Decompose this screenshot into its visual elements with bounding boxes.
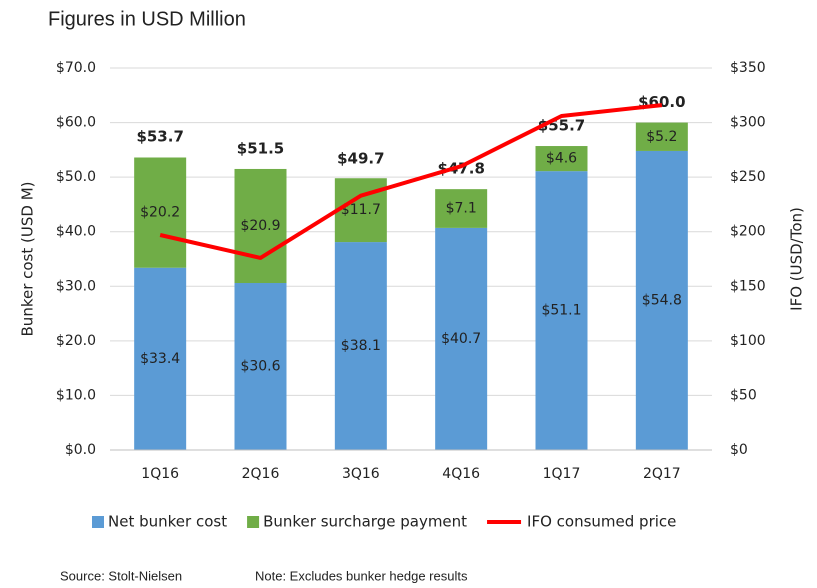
- data-label: $5.2: [646, 129, 677, 145]
- x-tick-label: 1Q17: [543, 466, 581, 482]
- data-label: $7.1: [446, 201, 477, 217]
- y2-tick-label: $150: [730, 278, 766, 294]
- data-label: $33.4: [140, 351, 180, 367]
- data-label: $54.8: [642, 292, 682, 308]
- y2-tick-label: $100: [730, 333, 766, 349]
- data-label: $51.1: [541, 303, 581, 319]
- line-series: [159, 103, 663, 260]
- y2-tick-label: $50: [730, 387, 757, 403]
- bar-segment: [635, 150, 688, 450]
- bar-segment: [234, 283, 287, 450]
- total-label: $53.7: [136, 127, 183, 145]
- chart-title: Figures in USD Million: [48, 8, 246, 30]
- data-label: $38.1: [341, 338, 381, 354]
- y-tick-label: $50.0: [56, 169, 96, 185]
- bar-segment: [134, 157, 187, 268]
- data-label: $40.7: [441, 331, 481, 347]
- x-tick-label: 4Q16: [442, 466, 480, 482]
- y-tick-label: $30.0: [56, 278, 96, 294]
- y-tick-label: $0.0: [65, 442, 96, 458]
- data-label: $20.2: [140, 205, 180, 221]
- y-axis-label: Bunker cost (USD M): [19, 182, 37, 337]
- legend-label: Net bunker cost: [108, 513, 227, 531]
- y2-axis-label: IFO (USD/Ton): [788, 207, 806, 311]
- source: Source: Stolt-Nielsen: [60, 568, 182, 583]
- y-tick-label: $40.0: [56, 224, 96, 240]
- x-tick-label: 2Q16: [242, 466, 280, 482]
- legend-swatch: [92, 516, 104, 528]
- y2-tick-label: $250: [730, 169, 766, 185]
- y2-tick-label: $300: [730, 115, 766, 131]
- total-label: $49.7: [337, 149, 384, 167]
- bar-segment: [535, 171, 588, 450]
- legend-swatch: [247, 516, 260, 528]
- data-label: $20.9: [240, 218, 280, 234]
- y-tick-label: $10.0: [56, 387, 96, 403]
- total-label: $51.5: [237, 139, 284, 157]
- y2-tick-label: $350: [730, 60, 766, 76]
- note: Note: Excludes bunker hedge results: [255, 568, 468, 583]
- bar-segment: [234, 168, 287, 284]
- total-label: $47.8: [437, 160, 484, 178]
- y-tick-label: $70.0: [56, 60, 96, 76]
- bar-segment: [435, 189, 488, 228]
- bar-segment: [134, 267, 187, 450]
- legend-label: Bunker surcharge payment: [263, 513, 467, 531]
- y2-tick-label: $200: [730, 224, 766, 240]
- bar-segment: [435, 227, 488, 450]
- x-tick-label: 1Q16: [141, 466, 179, 482]
- y-tick-label: $60.0: [56, 115, 96, 131]
- legend-label: IFO consumed price: [527, 513, 676, 531]
- y2-tick-label: $0: [730, 442, 748, 458]
- data-label: $30.6: [240, 359, 280, 375]
- y-tick-label: $20.0: [56, 333, 96, 349]
- bar-segment: [334, 242, 387, 450]
- data-label: $11.7: [341, 202, 381, 218]
- data-label: $4.6: [546, 151, 577, 167]
- bar-segment: [535, 146, 588, 172]
- x-tick-label: 2Q17: [643, 466, 681, 482]
- bar-segment: [635, 122, 688, 151]
- x-tick-label: 3Q16: [342, 466, 380, 482]
